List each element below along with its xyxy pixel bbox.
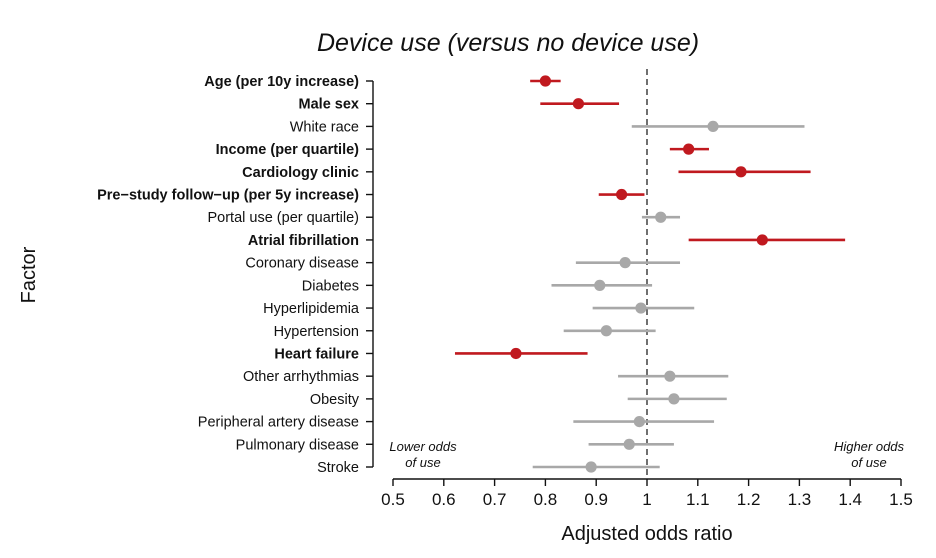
factor-label: Male sex (299, 97, 359, 113)
odds-ratio-point (585, 461, 597, 473)
factor-label: Heart failure (274, 346, 359, 362)
y-tick-marks (366, 80, 373, 468)
lower-odds-note-line1: Lower odds (389, 439, 457, 454)
x-tick-label: 1.3 (788, 490, 812, 509)
factor-label: Atrial fibrillation (248, 233, 359, 249)
odds-ratio-point (655, 211, 667, 223)
x-tick-label: 0.5 (381, 490, 405, 509)
odds-ratio-point (668, 393, 680, 405)
factor-label: Hypertension (274, 324, 359, 340)
odds-ratio-point (707, 120, 719, 133)
odds-ratio-point (735, 166, 747, 178)
odds-ratio-point (633, 415, 645, 428)
odds-ratio-point (616, 188, 628, 201)
factor-label: Income (per quartile) (216, 142, 360, 158)
x-tick-label: 0.7 (483, 490, 507, 509)
odds-ratio-point (539, 75, 552, 87)
x-tick-label: 1 (642, 490, 651, 509)
factor-label: Peripheral artery disease (198, 415, 359, 431)
x-tick-label: 0.9 (584, 490, 608, 509)
odds-ratio-point (756, 234, 768, 246)
x-tick-marks: 0.5 0.6 0.7 0.8 0.9 1 1.1 1.2 1.3 1.4 1.5 (381, 479, 913, 509)
y-axis-label: Factor (18, 246, 40, 303)
chart-title: Device use (versus no device use) (317, 29, 699, 57)
x-tick-label: 1.2 (737, 490, 761, 509)
factor-label: White race (290, 119, 359, 135)
odds-ratio-point (619, 257, 631, 269)
lower-odds-note-line2: of use (405, 455, 440, 470)
factor-label: Stroke (317, 460, 359, 476)
odds-ratio-point (594, 279, 606, 291)
estimate-marks (454, 75, 846, 473)
x-tick-label: 1.5 (889, 490, 913, 509)
x-tick-label: 1.1 (686, 490, 710, 509)
factor-label: Cardiology clinic (242, 165, 359, 181)
odds-ratio-point (600, 325, 612, 337)
x-tick-label: 1.4 (838, 490, 862, 509)
odds-ratio-point (683, 143, 695, 155)
higher-odds-note-line2: of use (851, 455, 886, 470)
odds-ratio-point (510, 347, 522, 360)
factor-label: Portal use (per quartile) (207, 210, 359, 226)
x-tick-label: 0.8 (534, 490, 558, 509)
x-axis-label: Adjusted odds ratio (561, 523, 732, 545)
factor-label: Obesity (310, 392, 360, 408)
odds-ratio-point (635, 302, 647, 314)
factor-label: Diabetes (302, 278, 359, 294)
factor-label: Pulmonary disease (236, 437, 359, 453)
factor-label: Age (per 10y increase) (204, 74, 359, 90)
factor-labels: Age (per 10y increase) Male sex White race… (97, 74, 360, 476)
factor-label: Other arrhythmias (243, 369, 359, 385)
higher-odds-note: Higher odds of use (834, 439, 905, 470)
factor-label: Hyperlipidemia (263, 301, 360, 317)
odds-ratio-point (572, 98, 585, 110)
odds-ratio-point (623, 438, 635, 450)
factor-label: Coronary disease (245, 256, 359, 272)
factor-label: Pre−study follow−up (per 5y increase) (97, 188, 359, 204)
x-tick-label: 0.6 (432, 490, 456, 509)
lower-odds-note: Lower odds of use (389, 439, 457, 470)
odds-ratio-point (664, 370, 676, 382)
higher-odds-note-line1: Higher odds (834, 439, 905, 454)
